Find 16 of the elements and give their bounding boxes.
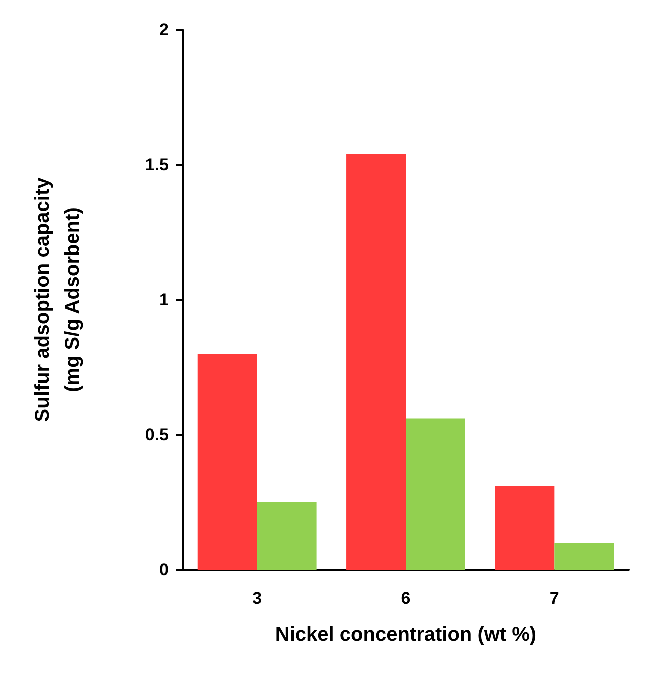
bar xyxy=(406,418,466,570)
x-tick-label: 6 xyxy=(401,589,411,608)
x-tick-label: 7 xyxy=(550,589,560,608)
bar xyxy=(198,354,258,570)
x-tick-label: 3 xyxy=(252,589,262,608)
bar xyxy=(257,502,317,570)
y-tick-label: 2 xyxy=(160,20,169,40)
x-axis-title: Nickel concentration (wt %) xyxy=(275,624,537,646)
y-axis-title: Sulfur adsoption capacity (mg S/g Adsorbent) xyxy=(32,176,84,422)
y-tick-label: 1 xyxy=(160,290,169,310)
y-tick-label: 0.5 xyxy=(145,426,169,444)
bar xyxy=(554,543,614,570)
y-tick-label: 0 xyxy=(160,560,169,580)
y-tick-label: 1.5 xyxy=(145,156,169,174)
bar xyxy=(346,154,406,570)
bar xyxy=(495,486,555,570)
